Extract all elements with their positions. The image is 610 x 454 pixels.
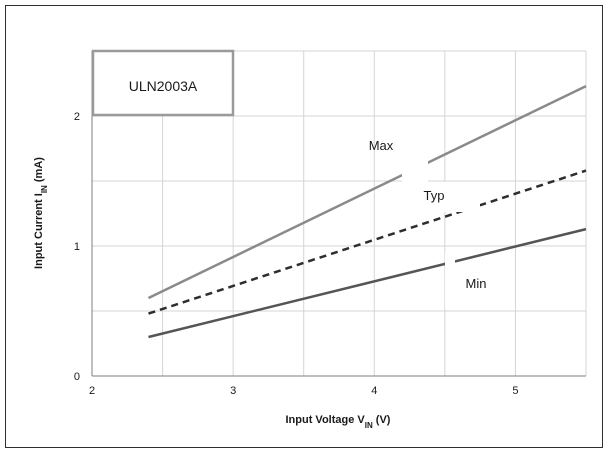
series-lines <box>147 84 587 339</box>
tick-labels: 2 3 4 5 0 1 2 <box>74 111 519 397</box>
y-tick-label: 0 <box>74 371 80 383</box>
title-box-border <box>91 49 235 117</box>
y-axis-title: Input Current IIN (mA) <box>33 157 49 269</box>
series-label-bg-typ <box>425 182 480 212</box>
chart-title: ULN2003A <box>129 78 198 94</box>
series-label-typ: Typ <box>424 188 445 203</box>
x-tick-label: 2 <box>89 385 95 397</box>
y-tick-label: 2 <box>74 111 80 123</box>
series-labels: Max Typ Min <box>369 138 487 308</box>
series-label-min: Min <box>466 276 487 291</box>
series-label-bg-min <box>445 252 455 308</box>
title-box: ULN2003A <box>91 49 235 117</box>
y-tick-label: 1 <box>74 241 80 253</box>
x-axis-title: Input Voltage VIN (V) <box>286 414 391 430</box>
series-line-typ <box>148 169 587 315</box>
x-tick-label: 3 <box>230 385 236 397</box>
series-label-bg-max <box>402 160 428 200</box>
series-label-max: Max <box>369 138 394 153</box>
series-line-max <box>147 84 587 300</box>
x-tick-label: 5 <box>512 385 518 397</box>
series-line-min <box>148 227 587 339</box>
x-tick-label: 4 <box>371 385 377 397</box>
